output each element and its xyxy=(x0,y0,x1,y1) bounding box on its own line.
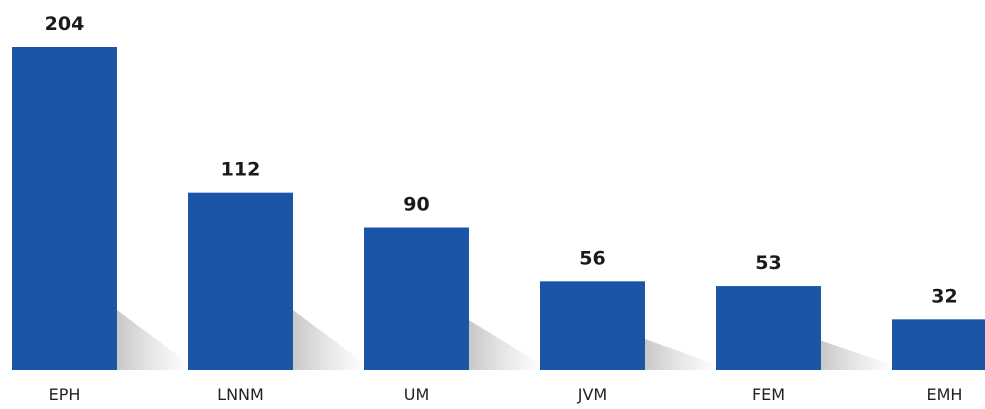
value-label-jvm: 56 xyxy=(579,247,605,269)
category-label-eph: EPH xyxy=(49,385,81,404)
category-label-jvm: JVM xyxy=(577,385,607,404)
value-label-fem: 53 xyxy=(755,252,781,274)
bar-shadows xyxy=(117,310,896,370)
bars-group xyxy=(12,47,985,370)
bar-lnnm xyxy=(188,192,293,370)
value-label-um: 90 xyxy=(403,194,429,216)
bar-emh xyxy=(892,319,985,370)
bar-jvm xyxy=(540,281,645,370)
bar-shadow-eph xyxy=(117,310,192,370)
value-label-eph: 204 xyxy=(45,13,85,35)
value-label-lnnm: 112 xyxy=(221,159,261,181)
bar-eph xyxy=(12,47,117,370)
bar-fem xyxy=(716,286,821,370)
category-label-emh: EMH xyxy=(927,385,963,404)
bar-shadow-jvm xyxy=(645,338,720,370)
bar-shadow-um xyxy=(469,320,544,370)
bar-shadow-fem xyxy=(821,340,896,370)
category-label-fem: FEM xyxy=(752,385,785,404)
category-label-lnnm: LNNM xyxy=(217,385,264,404)
bar-um xyxy=(364,227,469,370)
value-label-emh: 32 xyxy=(931,285,957,307)
value-labels-group: 204 112 90 56 53 32 xyxy=(45,13,958,307)
category-label-um: UM xyxy=(404,385,430,404)
bar-shadow-lnnm xyxy=(293,310,368,370)
category-labels-group: EPH LNNM UM JVM FEM EMH xyxy=(49,385,963,404)
